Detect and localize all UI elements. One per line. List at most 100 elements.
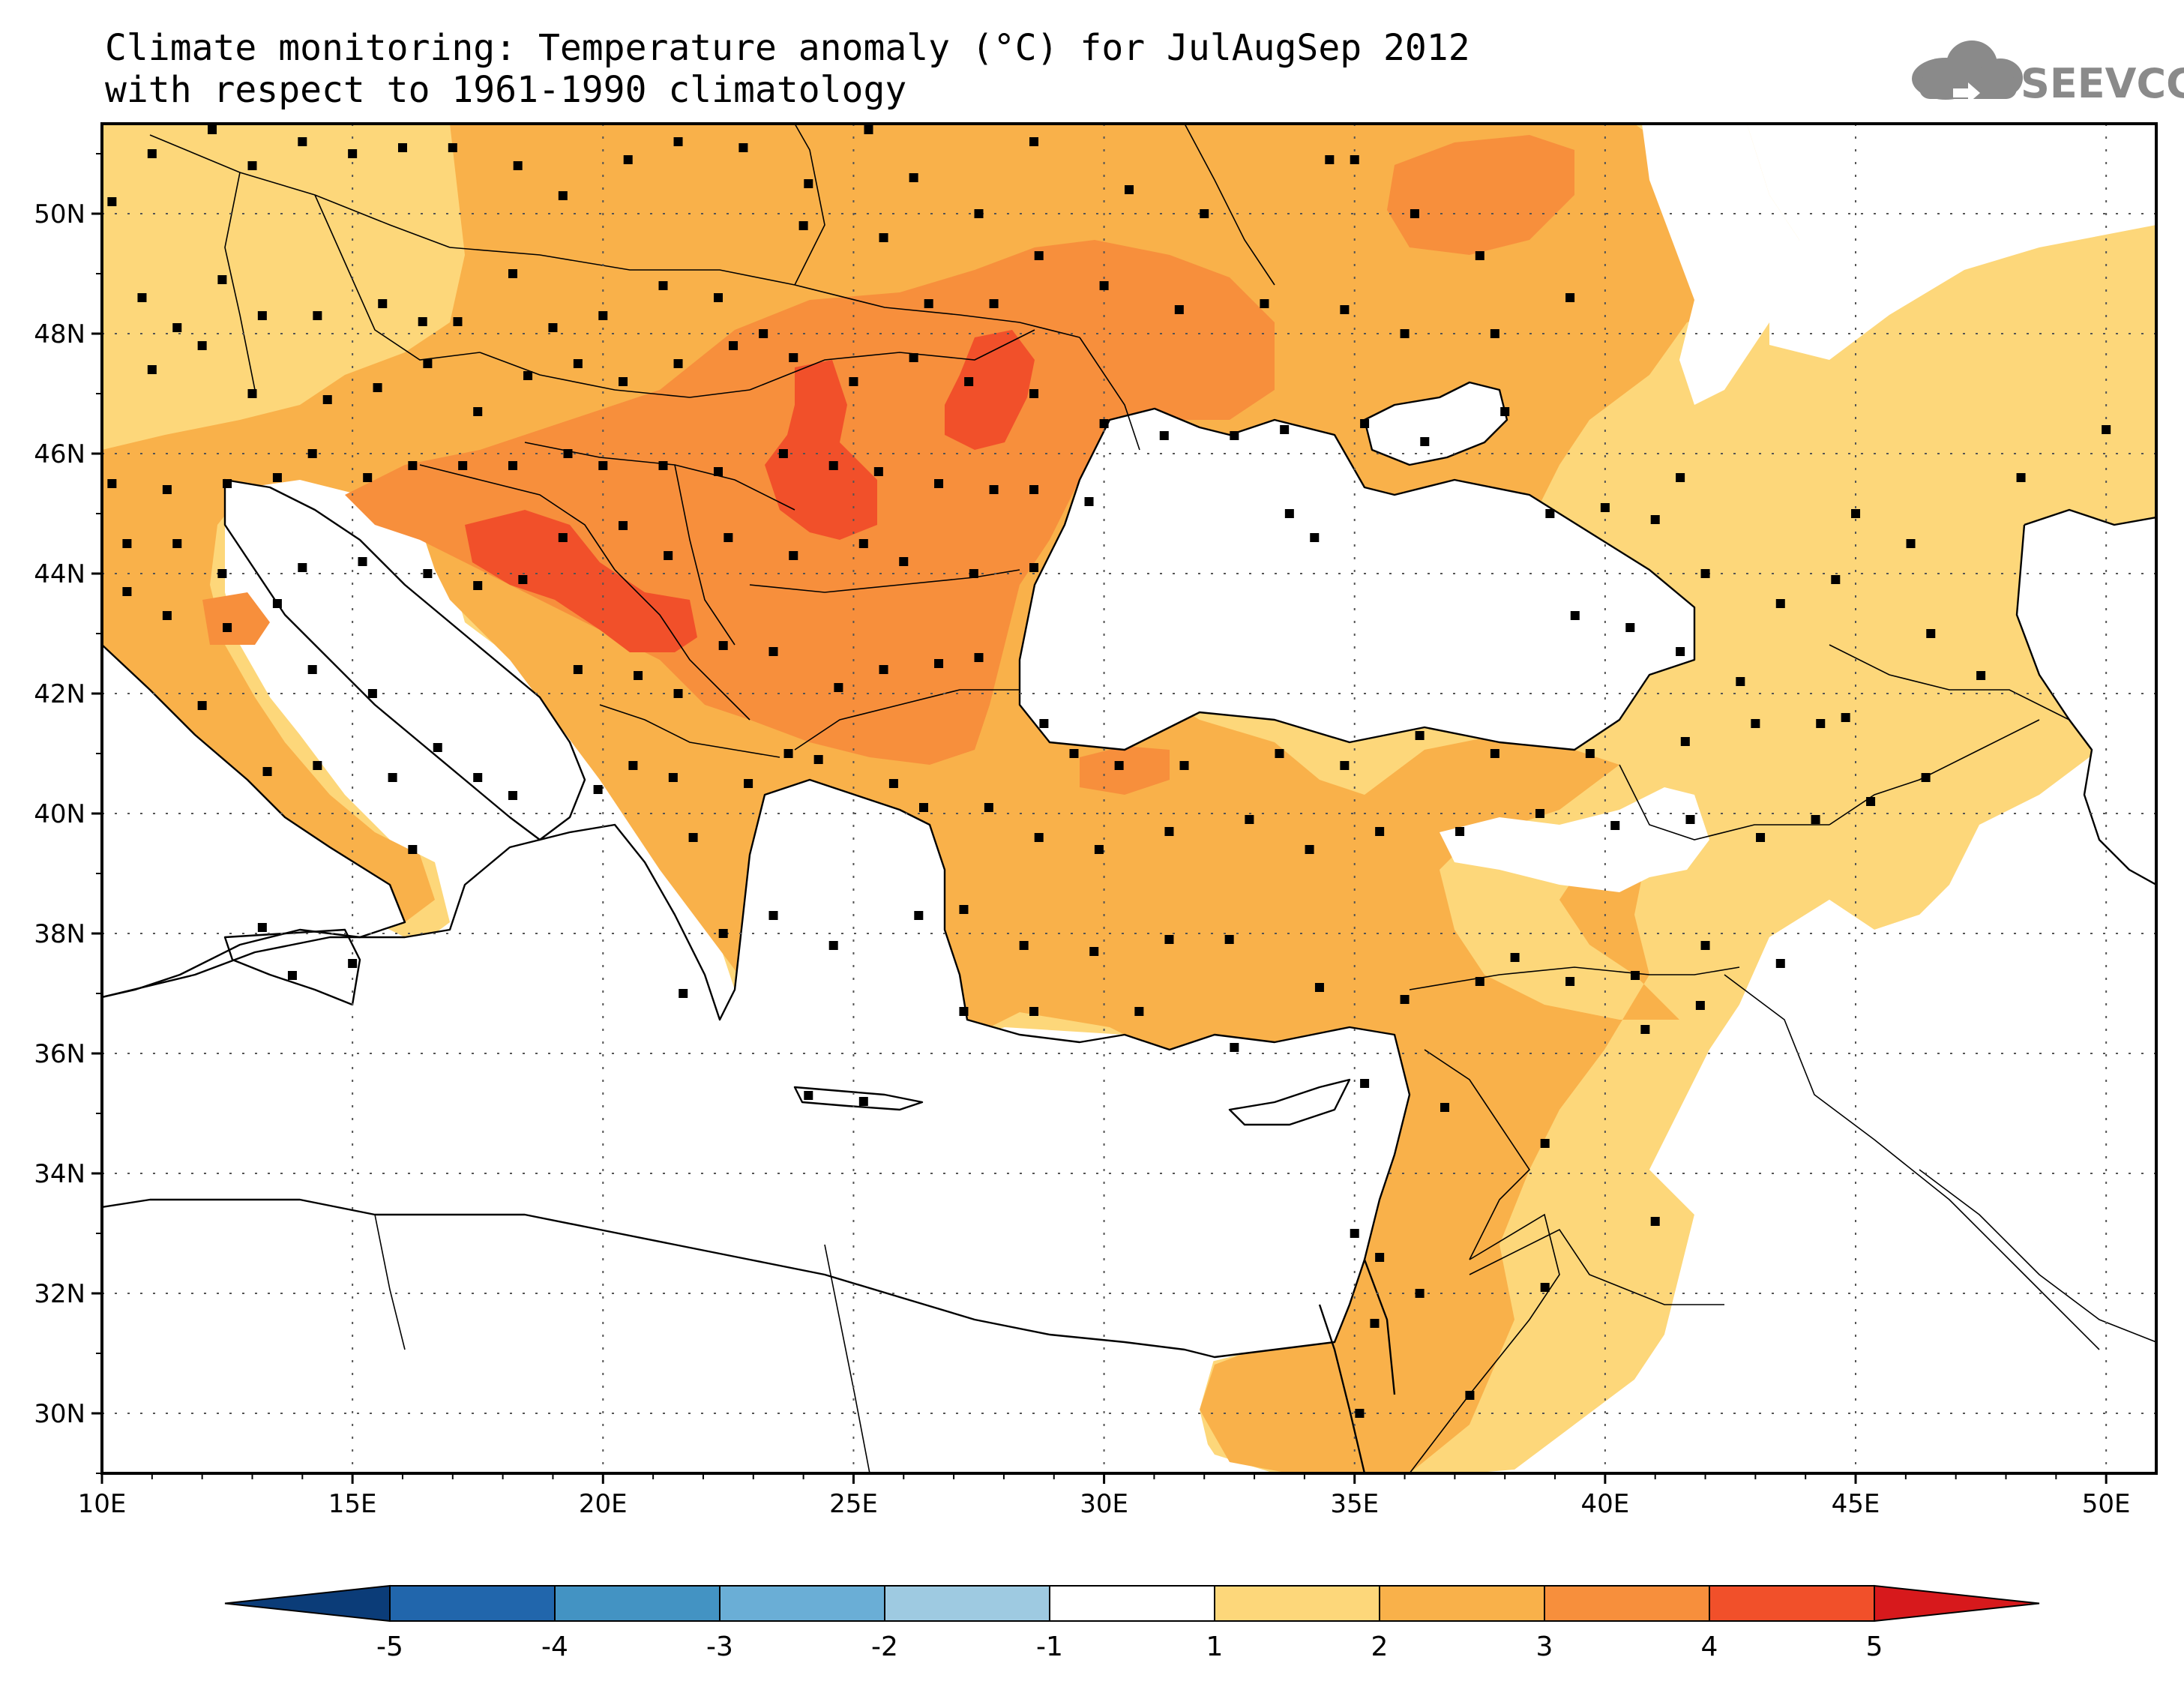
- station-marker: [1340, 305, 1350, 314]
- station-marker: [934, 659, 944, 668]
- coastline-crete: [793, 1086, 924, 1111]
- lat-tick-label: 36N: [34, 1039, 85, 1069]
- station-marker: [1370, 1319, 1380, 1328]
- station-marker: [1756, 833, 1766, 842]
- station-marker: [789, 551, 798, 560]
- colorbar-segment: [554, 1585, 721, 1622]
- station-marker: [247, 389, 257, 398]
- station-marker: [1260, 299, 1269, 308]
- station-marker: [598, 311, 608, 320]
- station-marker: [1811, 815, 1820, 824]
- cloud-icon: [1912, 40, 2023, 103]
- station-marker: [162, 611, 172, 620]
- station-marker: [508, 269, 517, 278]
- colorbar-extend-low: [224, 1584, 391, 1623]
- station-marker: [1340, 761, 1350, 770]
- station-marker: [1089, 947, 1099, 956]
- colorbar-label: 4: [1701, 1632, 1718, 1662]
- plot-area: [102, 124, 2156, 1473]
- station-marker: [1029, 389, 1039, 398]
- station-marker: [1420, 437, 1430, 446]
- station-marker: [919, 803, 928, 812]
- anomaly-field-4-5-moldova: [945, 330, 1035, 450]
- lon-tick-label: 30E: [1080, 1489, 1128, 1519]
- station-marker: [664, 551, 673, 560]
- coastline-black-sea: [1018, 407, 1696, 751]
- lon-tick-label: 50E: [2082, 1489, 2131, 1519]
- station-marker: [1159, 431, 1169, 440]
- black-sea: [1020, 409, 1694, 750]
- station-marker: [272, 473, 282, 482]
- station-marker: [798, 221, 808, 230]
- lon-tick-label: 45E: [1832, 1489, 1880, 1519]
- station-marker: [1475, 251, 1484, 260]
- station-marker: [744, 779, 753, 788]
- station-marker: [1099, 281, 1109, 290]
- station-marker: [247, 161, 257, 170]
- coastline-west-italy: [102, 644, 406, 999]
- station-marker: [858, 539, 868, 548]
- north-africa-blank: [102, 1200, 1215, 1473]
- lat-axis: 30N 32N 34N 36N 38N 40N 42N 44N 46N 48N 50N: [34, 153, 102, 1474]
- station-marker: [1224, 935, 1234, 944]
- station-marker: [828, 461, 838, 470]
- colorbar-segment: [719, 1585, 885, 1622]
- station-marker: [1284, 509, 1294, 518]
- station-marker: [1625, 623, 1635, 632]
- station-marker: [1400, 995, 1410, 1004]
- colorbar: -5 -4 -3 -2 -1 1 2 3 4 5: [224, 1584, 2040, 1662]
- coastline-italy: [223, 478, 586, 841]
- station-marker: [1906, 539, 1916, 548]
- station-marker: [223, 479, 232, 488]
- station-marker: [879, 665, 888, 674]
- station-marker: [122, 539, 132, 548]
- lon-tick-label: 25E: [829, 1489, 878, 1519]
- lon-tick-label: 15E: [328, 1489, 377, 1519]
- station-marker: [473, 581, 483, 590]
- station-marker: [1650, 515, 1660, 524]
- station-marker: [909, 173, 918, 182]
- station-marker: [1415, 731, 1425, 740]
- station-marker: [974, 653, 984, 662]
- station-marker: [448, 143, 457, 152]
- station-marker: [1775, 599, 1785, 608]
- station-marker: [1976, 671, 1986, 680]
- colorbar-label: -2: [871, 1632, 898, 1662]
- station-marker: [628, 761, 638, 770]
- station-marker: [358, 557, 367, 566]
- station-marker: [1700, 941, 1710, 950]
- lon-tick-label: 10E: [78, 1489, 127, 1519]
- station-marker: [914, 911, 924, 920]
- station-marker: [873, 467, 883, 476]
- station-marker: [272, 599, 282, 608]
- station-marker: [1094, 845, 1104, 854]
- station-marker: [984, 803, 993, 812]
- station-marker: [1360, 419, 1370, 428]
- map-title-line-2: with respect to 1961-1990 climatology: [105, 69, 906, 111]
- colorbar-segment: [389, 1585, 556, 1622]
- station-marker: [1125, 185, 1134, 194]
- station-marker: [217, 569, 227, 578]
- lat-tick-label: 42N: [34, 679, 85, 709]
- station-marker: [367, 689, 377, 698]
- station-marker: [1500, 407, 1510, 416]
- station-marker: [147, 149, 157, 158]
- station-marker: [658, 281, 668, 290]
- station-marker: [1565, 977, 1575, 986]
- station-marker: [1685, 815, 1695, 824]
- coastline-azov: [1363, 381, 1508, 466]
- station-markers: [107, 125, 2111, 1418]
- station-marker: [223, 623, 232, 632]
- colorbar-segment: [1214, 1585, 1380, 1622]
- station-marker: [1676, 473, 1685, 482]
- station-marker: [107, 479, 117, 488]
- lon-tick-label: 40E: [1581, 1489, 1630, 1519]
- station-marker: [1375, 827, 1385, 836]
- coastline-caspian: [2015, 508, 2156, 886]
- station-marker: [363, 473, 373, 482]
- station-marker: [307, 449, 317, 458]
- station-marker: [1164, 827, 1174, 836]
- station-marker: [518, 575, 528, 584]
- station-marker: [1535, 809, 1544, 818]
- anomaly-field-3-4-ukraine: [1387, 135, 1574, 255]
